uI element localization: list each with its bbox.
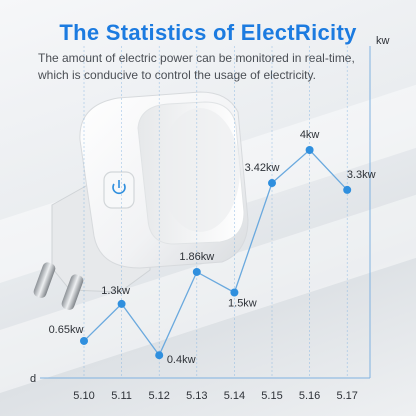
x-tick-label: 5.15 <box>261 390 282 402</box>
x-tick-label: 5.11 <box>111 390 132 402</box>
x-tick-label: 5.17 <box>336 390 357 402</box>
data-label: 0.65kw <box>49 324 84 336</box>
power-icon <box>103 171 135 209</box>
data-point <box>80 336 88 345</box>
data-point <box>117 299 126 308</box>
x-tick-label: 5.12 <box>148 390 169 402</box>
banner-title: The Statistics of ElectRicity <box>59 20 357 45</box>
plug-pin <box>33 262 84 310</box>
x-tick-label: 5.14 <box>224 390 245 402</box>
data-point <box>268 179 276 188</box>
x-tick-label: 5.16 <box>299 390 320 402</box>
data-point <box>305 146 314 154</box>
x-tick-label: 5.10 <box>73 390 94 402</box>
data-label: 3.3kw <box>347 169 376 181</box>
data-label: 1.86kw <box>179 251 214 263</box>
data-point <box>230 288 239 297</box>
data-label: 4kw <box>300 129 320 141</box>
data-point <box>155 351 164 360</box>
x-axis-label: d <box>30 373 36 385</box>
series-line <box>83 149 348 357</box>
banner-subtitle: The amount of electric power can be moni… <box>38 50 383 84</box>
subtitle-line-2: which is conducive to control the usage … <box>38 68 316 82</box>
data-label: 1.3kw <box>101 285 130 297</box>
subtitle-line-1: The amount of electric power can be moni… <box>38 51 355 65</box>
data-label: 0.4kw <box>167 354 196 366</box>
data-point <box>343 185 352 194</box>
y-axis-label: kw <box>376 35 390 47</box>
data-label: 1.5kw <box>228 298 257 310</box>
x-tick-label: 5.13 <box>186 390 207 402</box>
data-label: 3.42kw <box>245 162 280 174</box>
data-point <box>192 267 201 276</box>
